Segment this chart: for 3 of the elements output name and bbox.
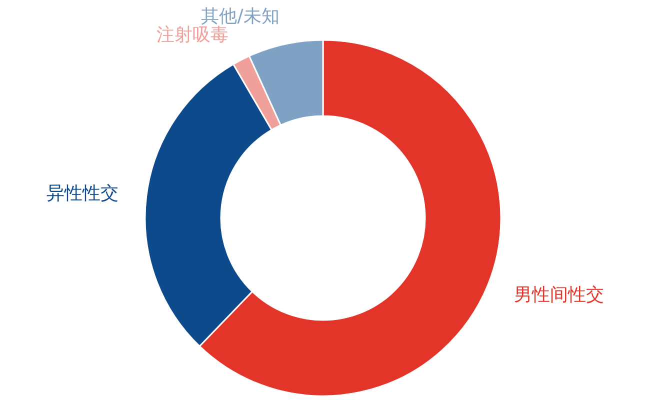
slice-label: 注射吸毒 bbox=[156, 24, 228, 46]
slice-label: 男性间性交 bbox=[514, 284, 604, 306]
slice-label: 异性性交 bbox=[46, 182, 118, 204]
